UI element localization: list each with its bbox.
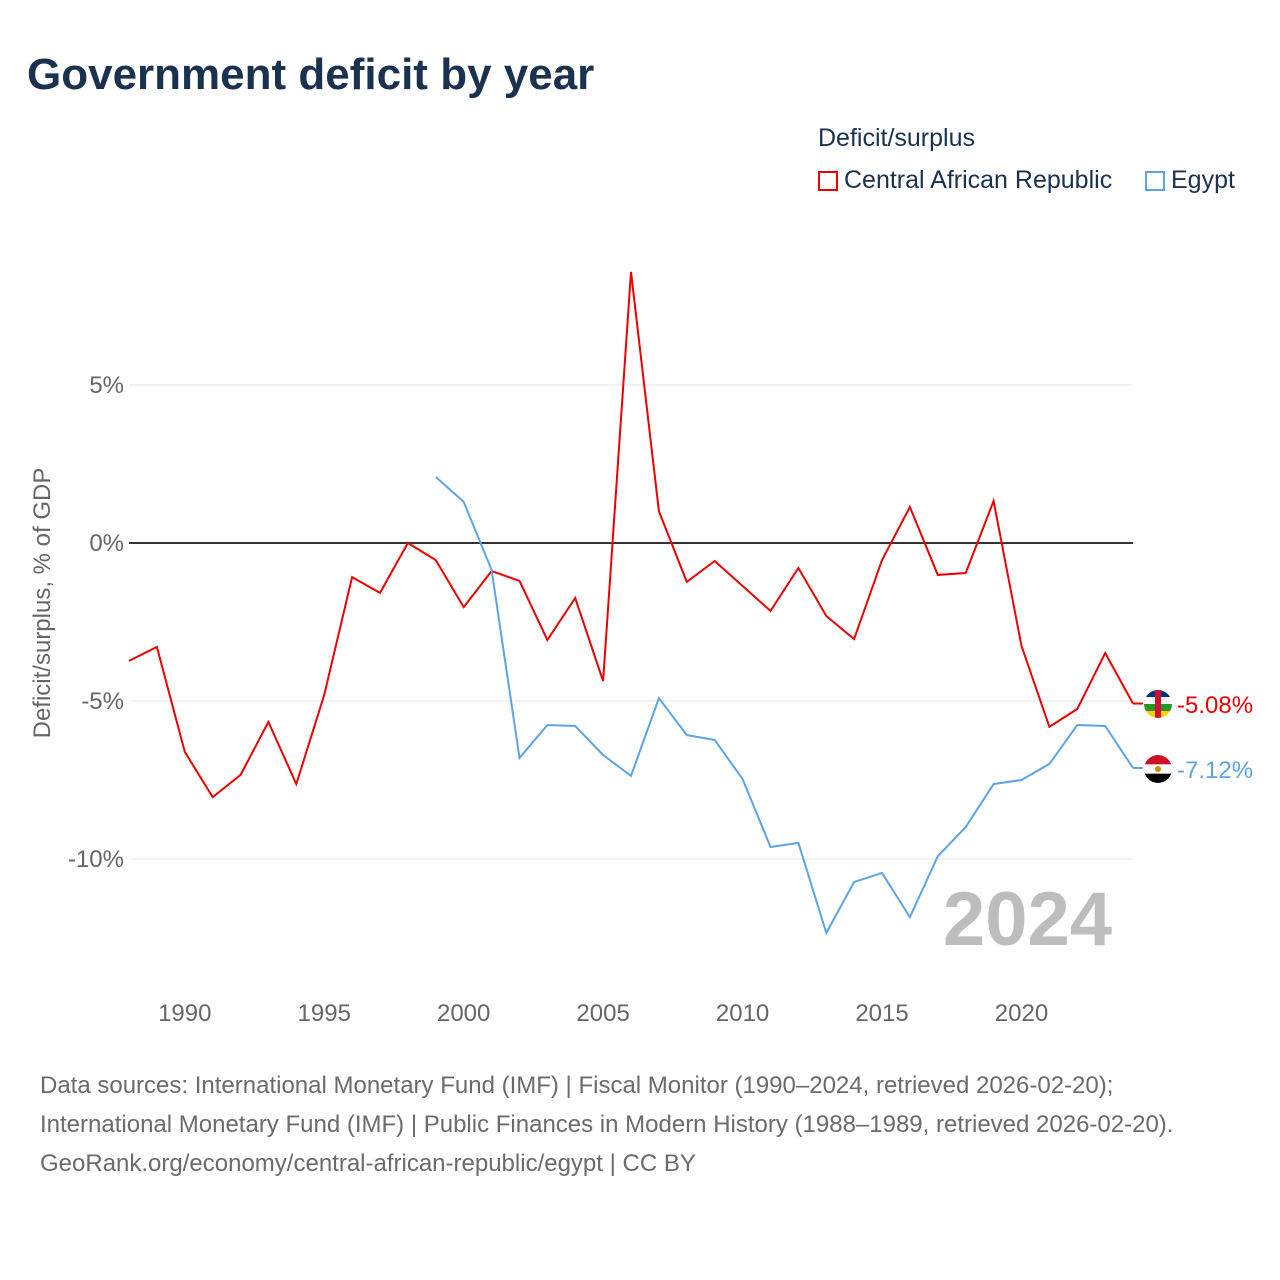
data-sources: Data sources: International Monetary Fun… xyxy=(40,1072,1174,1138)
y-axis-label: Deficit/surplus, % of GDP xyxy=(29,468,56,739)
x-tick-label: 2015 xyxy=(855,1000,908,1027)
x-tick-label: 1990 xyxy=(158,1000,211,1027)
y-tick-label: 5% xyxy=(89,372,124,399)
legend-label-egypt: Egypt xyxy=(1171,166,1235,194)
source-link[interactable]: GeoRank.org/economy/central-african-repu… xyxy=(40,1150,696,1177)
egypt-flag-icon xyxy=(1144,755,1172,783)
footer: Data sources: International Monetary Fun… xyxy=(40,1066,1240,1183)
y-tick-label: -5% xyxy=(81,688,124,715)
year-watermark: 2024 xyxy=(943,877,1112,962)
y-tick-label: 0% xyxy=(89,530,124,557)
end-value-label: -5.08% xyxy=(1177,692,1253,719)
series-line-egypt xyxy=(435,476,1134,936)
legend-item-car[interactable]: Central African Republic xyxy=(818,166,1112,195)
x-tick-label: 2010 xyxy=(716,1000,769,1027)
car-flag-icon xyxy=(1144,690,1172,718)
x-tick-label: 2000 xyxy=(437,1000,490,1027)
x-tick-label: 2020 xyxy=(995,1000,1048,1027)
y-tick-label: -10% xyxy=(68,846,124,873)
legend-swatch-egypt xyxy=(1145,170,1165,191)
legend-title: Deficit/surplus xyxy=(818,124,975,152)
legend-item-egypt[interactable]: Egypt xyxy=(1145,166,1235,195)
end-value-label: -7.12% xyxy=(1177,757,1253,784)
series-line-car xyxy=(128,271,1134,799)
legend-swatch-car xyxy=(818,170,838,191)
chart-title: Government deficit by year xyxy=(27,50,595,99)
legend-label-car: Central African Republic xyxy=(844,166,1113,194)
x-tick-label: 1995 xyxy=(298,1000,351,1027)
x-tick-label: 2005 xyxy=(576,1000,629,1027)
